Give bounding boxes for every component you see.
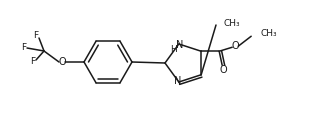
Text: F: F	[33, 31, 39, 41]
Text: H: H	[170, 46, 177, 54]
Text: CH₃: CH₃	[224, 18, 241, 28]
Text: F: F	[30, 58, 35, 66]
Text: O: O	[219, 65, 227, 75]
Text: N: N	[174, 76, 182, 86]
Text: O: O	[231, 41, 239, 51]
Text: O: O	[58, 57, 66, 67]
Text: CH₃: CH₃	[260, 29, 277, 38]
Text: F: F	[21, 44, 26, 52]
Text: N: N	[176, 40, 183, 50]
